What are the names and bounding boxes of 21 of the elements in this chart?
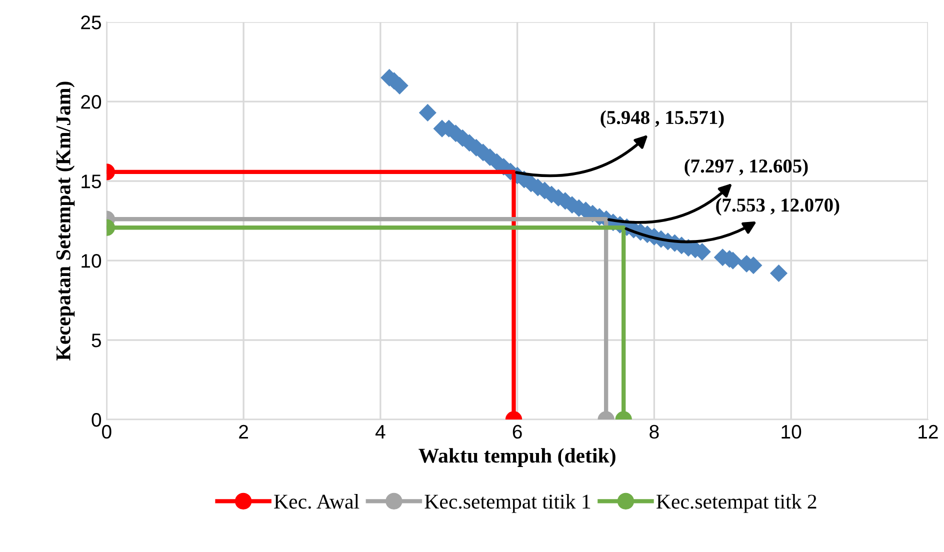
y-tick-label: 0 bbox=[92, 412, 102, 427]
y-tick-label: 25 bbox=[81, 16, 101, 30]
legend-label: Kec. Awal bbox=[274, 494, 360, 509]
x-tick-label: 4 bbox=[375, 425, 386, 438]
y-tick-label: 5 bbox=[92, 334, 101, 348]
y-tick-label: 15 bbox=[82, 174, 101, 188]
x-tick-label: 0 bbox=[102, 424, 112, 439]
legend-label: Kec.setempat titik 1 bbox=[424, 494, 590, 513]
y-axis-title: Kecepatan Setempat (Km/Jam) bbox=[56, 82, 75, 360]
x-tick-label: 6 bbox=[512, 424, 522, 439]
x-tick-label: 8 bbox=[650, 424, 659, 439]
legend-label: Kec.setempat titk 2 bbox=[656, 494, 816, 513]
x-tick-label: 12 bbox=[918, 424, 938, 438]
y-tick-label: 20 bbox=[81, 95, 102, 109]
x-tick-label: 10 bbox=[782, 424, 802, 439]
annotation: (5.948 , 15.571) bbox=[600, 110, 724, 128]
annotation: (7.553 , 12.070) bbox=[716, 198, 840, 216]
y-tick-label: 10 bbox=[82, 254, 102, 268]
x-axis-title: Waktu tempuh (detik) bbox=[418, 448, 616, 467]
annotation: (7.297 , 12.605) bbox=[684, 158, 808, 177]
x-tick-label: 2 bbox=[239, 424, 248, 438]
